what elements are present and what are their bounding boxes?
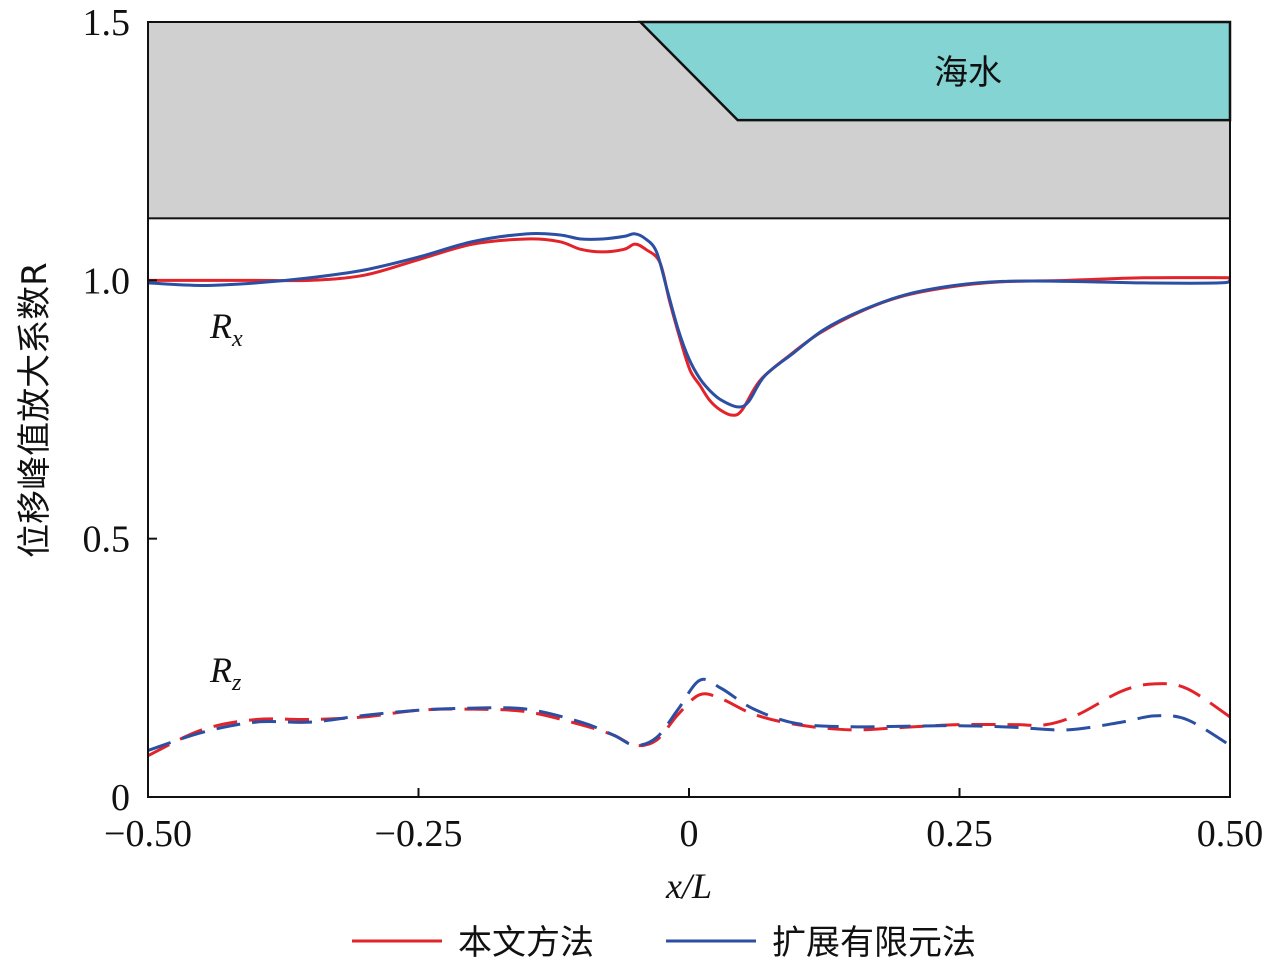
y-tick-label: 0: [111, 777, 130, 819]
series-line-1: [147, 231, 1232, 409]
x-tick-label: −0.50: [104, 813, 192, 855]
x-axis-label: x/L: [665, 866, 712, 906]
legend: 本文方法 扩展有限元法: [352, 923, 976, 963]
series-line-0: [147, 237, 1231, 417]
legend-label-1: 扩展有限元法: [772, 923, 976, 963]
series-layer: [147, 231, 1232, 758]
x-tick-label: −0.25: [375, 813, 463, 855]
terrain-layer: [147, 20, 1232, 220]
y-axis-label: 位移峰值放大系数R: [15, 262, 55, 558]
series-line-2: [147, 682, 1231, 758]
y-tick-label: 0.5: [83, 519, 131, 561]
legend-label-0: 本文方法: [458, 923, 594, 963]
x-tick-label: 0.50: [1197, 813, 1264, 855]
y-tick-label: 1.0: [83, 260, 131, 302]
rz-label: Rz: [209, 650, 242, 696]
y-tick-label: 1.5: [83, 2, 131, 44]
sea-label: 海水: [934, 53, 1002, 93]
x-tick-label: 0.25: [926, 813, 993, 855]
rx-label: Rx: [209, 306, 243, 352]
ticks: −0.50 −0.25 0 0.25 0.50 0 0.5 1.0 1.5: [83, 2, 1264, 855]
x-tick-label: 0: [680, 813, 699, 855]
series-line-3: [147, 677, 1231, 752]
